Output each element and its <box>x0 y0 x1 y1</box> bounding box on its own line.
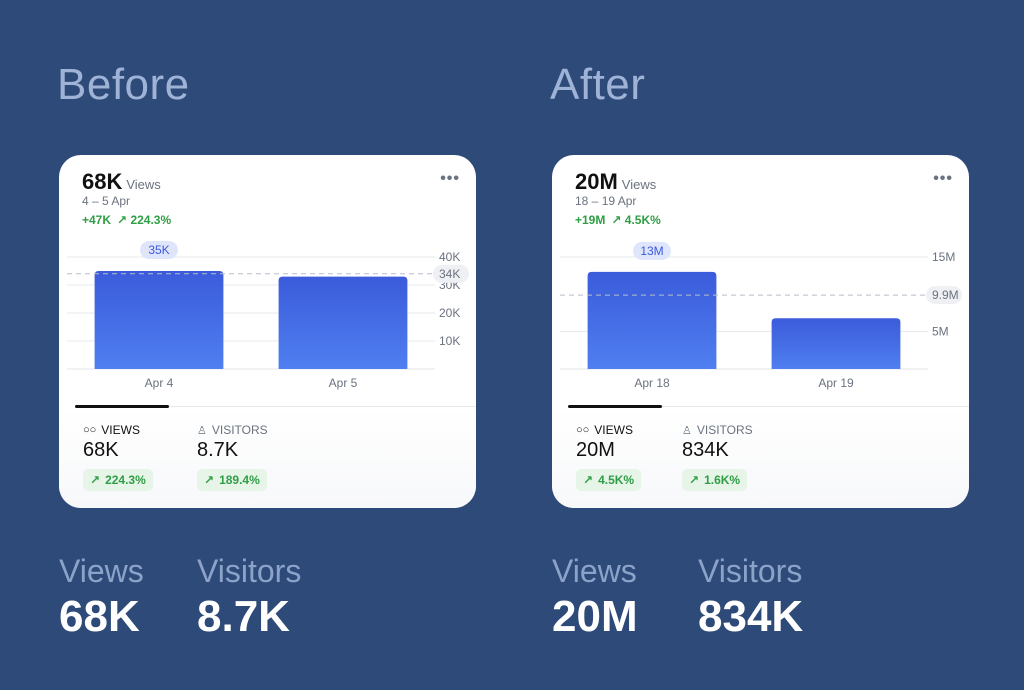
change-pill: ↗ 224.3% <box>83 469 153 491</box>
bar <box>278 276 408 369</box>
bottom-visitors: Visitors 8.7K <box>197 553 301 642</box>
y-tick-label: 15M <box>932 250 955 264</box>
value-pill <box>633 241 671 260</box>
y-tick-label: 20K <box>439 306 460 320</box>
before-panel: Before 68K Views 4 – 5 Apr +47K ↗ 224.3% •… <box>0 0 480 690</box>
bottom-views-value: 20M <box>552 592 638 641</box>
person-icon: ♙ <box>197 424 207 437</box>
arrow-up-right-icon: ↗ <box>90 473 101 487</box>
date-range: 4 – 5 Apr <box>82 194 131 208</box>
change-percent: 4.5K% <box>624 213 661 227</box>
date-range: 18 – 19 Apr <box>575 194 637 208</box>
arrow-up-right-icon: ↗ <box>611 213 622 227</box>
tab-label: VIEWS <box>594 423 633 437</box>
bottom-visitors: Visitors 834K <box>698 553 803 642</box>
y-tick-label: 40K <box>439 250 460 264</box>
tab-value: 68K <box>83 439 119 461</box>
x-tick-label: Apr 18 <box>634 376 670 390</box>
arrow-up-right-icon: ↗ <box>204 473 215 487</box>
value-label: 35K <box>148 243 169 257</box>
x-tick-label: Apr 5 <box>329 376 358 390</box>
metrics-area <box>552 407 969 508</box>
bottom-visitors-value: 8.7K <box>197 592 290 641</box>
average-label: 9.9M <box>932 288 959 302</box>
change-pill: ↗ 189.4% <box>197 469 267 491</box>
arrow-up-right-icon: ↗ <box>583 473 594 487</box>
bottom-visitors-label: Visitors <box>698 553 803 589</box>
bottom-visitors-label: Visitors <box>197 553 302 589</box>
value-label: 13M <box>640 244 663 258</box>
bottom-views-label: Views <box>552 553 637 589</box>
average-label: 34K <box>439 267 460 281</box>
panel-heading: Before <box>57 60 190 109</box>
tab-label: VISITORS <box>211 423 268 437</box>
tab-label: VIEWS <box>101 423 140 437</box>
bottom-views-label: Views <box>59 553 144 589</box>
analytics-card: 20M Views 18 – 19 Apr +19M ↗ 4.5K% ••• 5M 1… <box>552 155 969 508</box>
tab-value: 20M <box>576 439 615 461</box>
big-views-value: 68K Views <box>82 169 161 194</box>
big-views-value: 20M Views <box>575 169 657 194</box>
change-pill: ↗ 1.6K% <box>682 469 748 491</box>
average-pill <box>926 286 962 305</box>
big-unit-label: Views <box>126 177 161 192</box>
bar <box>587 271 717 369</box>
bar <box>771 318 901 369</box>
metrics-area <box>59 407 476 508</box>
active-tab-indicator <box>568 405 662 408</box>
x-tick-label: Apr 19 <box>818 376 854 390</box>
active-tab-indicator <box>75 405 169 408</box>
tab-views[interactable]: ○○ VIEWS 20M ↗ 4.5K% <box>576 423 642 491</box>
change-summary: +47K ↗ 224.3% <box>82 213 171 227</box>
tab-visitors[interactable]: ♙ VISITORS 834K ↗ 1.6K% <box>682 423 753 491</box>
bottom-visitors-value: 834K <box>698 592 804 641</box>
change-percent: 224.3% <box>130 213 172 227</box>
tab-label: VISITORS <box>696 423 753 437</box>
panel-heading: After <box>550 60 646 109</box>
tab-value: 8.7K <box>197 439 239 461</box>
y-tick-label: 10K <box>439 334 460 348</box>
chart-svg: 5M 15M Apr 18 13M Apr 19 9.9M <box>560 241 962 390</box>
tab-divider <box>75 406 476 407</box>
glasses-icon: ○○ <box>83 424 97 436</box>
big-unit-label: Views <box>621 177 657 192</box>
bar-chart: 5M 15M Apr 18 13M Apr 19 9.9M <box>552 233 969 403</box>
tab-views[interactable]: ○○ VIEWS 68K ↗ 224.3% <box>83 423 153 491</box>
value-pill <box>140 241 178 259</box>
glasses-icon: ○○ <box>576 424 590 436</box>
bottom-views-value: 68K <box>59 592 140 641</box>
tab-divider <box>568 406 969 407</box>
analytics-card: 68K Views 4 – 5 Apr +47K ↗ 224.3% ••• 10K 2… <box>59 155 476 508</box>
after-panel: After 20M Views 18 – 19 Apr +19M ↗ 4.5K% •… <box>493 0 973 690</box>
average-pill <box>433 264 469 283</box>
y-tick-label: 5M <box>932 325 949 339</box>
arrow-up-right-icon: ↗ <box>117 213 128 227</box>
tab-visitors[interactable]: ♙ VISITORS 8.7K ↗ 189.4% <box>197 423 268 491</box>
person-icon: ♙ <box>682 424 692 437</box>
arrow-up-right-icon: ↗ <box>689 473 700 487</box>
more-icon[interactable]: ••• <box>440 170 460 187</box>
x-tick-label: Apr 4 <box>145 376 174 390</box>
bottom-views: Views 68K <box>59 553 144 642</box>
bar-chart: 10K 20K 30K 40K Apr 4 35K Apr 5 34K <box>59 233 476 403</box>
bottom-views: Views 20M <box>552 553 638 642</box>
change-pill: ↗ 4.5K% <box>576 469 642 491</box>
change-summary: +19M ↗ 4.5K% <box>575 213 661 227</box>
change-absolute: +47K <box>82 213 112 227</box>
tab-value: 834K <box>682 439 729 461</box>
more-icon[interactable]: ••• <box>933 170 953 187</box>
change-absolute: +19M <box>575 213 606 227</box>
bar <box>94 271 224 369</box>
